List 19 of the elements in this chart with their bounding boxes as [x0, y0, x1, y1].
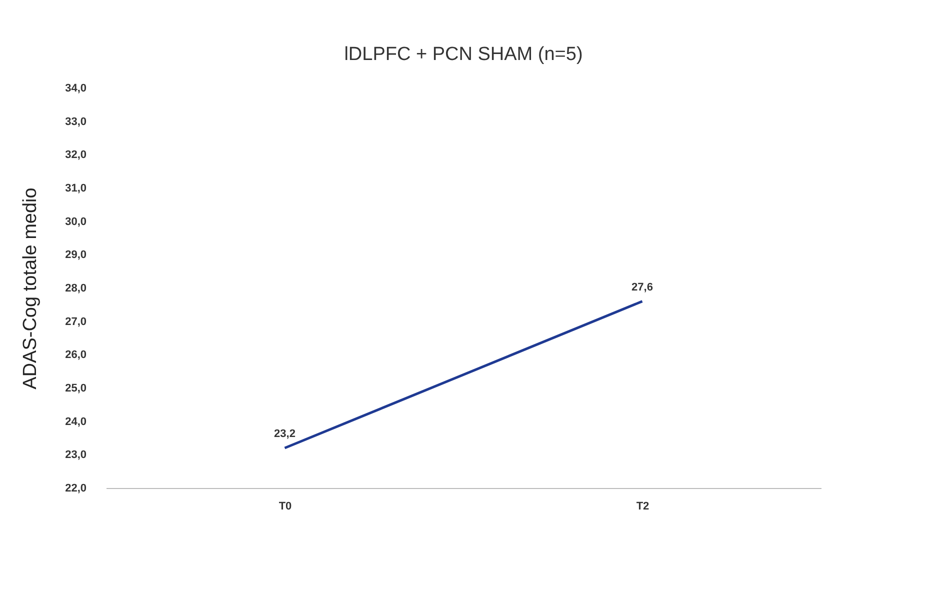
y-tick-label: 22,0 — [65, 482, 86, 494]
y-tick-label: 34,0 — [65, 82, 86, 94]
data-label: 23,2 — [274, 428, 296, 440]
y-tick-label: 33,0 — [65, 116, 86, 128]
y-tick-label: 28,0 — [65, 282, 86, 294]
y-axis-title: ADAS-Cog totale medio — [20, 188, 42, 390]
y-tick-label: 29,0 — [65, 249, 86, 262]
y-tick-label: 30,0 — [65, 216, 86, 228]
y-tick-label: 25,0 — [65, 382, 86, 394]
y-tick-label: 32,0 — [65, 149, 86, 162]
data-label: 27,6 — [632, 281, 653, 294]
y-tick-label: 24,0 — [65, 416, 86, 428]
x-tick-label: T0 — [278, 500, 292, 512]
chart-title: lDLPFC + PCN SHAM (n=5) — [344, 44, 583, 65]
x-tick-label: T2 — [636, 500, 650, 512]
y-tick-label: 27,0 — [65, 316, 86, 328]
y-tick-label: 31,0 — [65, 182, 86, 194]
y-tick-label: 23,0 — [65, 449, 86, 462]
y-tick-label: 26,0 — [65, 349, 86, 362]
